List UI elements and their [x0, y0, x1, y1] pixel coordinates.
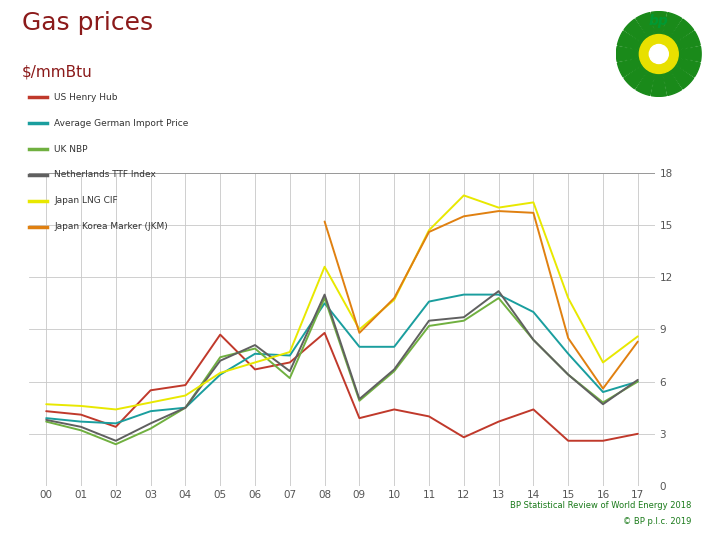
Text: bp: bp — [649, 14, 669, 28]
Polygon shape — [636, 70, 654, 96]
Text: Average German Import Price: Average German Import Price — [54, 119, 189, 127]
Polygon shape — [670, 19, 693, 43]
Text: Netherlands TTF Index: Netherlands TTF Index — [54, 171, 156, 179]
Text: UK NBP: UK NBP — [54, 145, 88, 153]
Polygon shape — [636, 12, 654, 38]
Polygon shape — [618, 58, 642, 77]
Text: Japan LNG CIF: Japan LNG CIF — [54, 197, 117, 205]
Text: Gas prices: Gas prices — [22, 11, 153, 35]
Polygon shape — [624, 19, 648, 43]
Circle shape — [639, 35, 678, 73]
Circle shape — [649, 44, 668, 64]
Text: Japan Korea Marker (JKM): Japan Korea Marker (JKM) — [54, 222, 168, 231]
Polygon shape — [675, 31, 700, 50]
Polygon shape — [663, 12, 682, 38]
Polygon shape — [618, 31, 642, 50]
Polygon shape — [651, 73, 667, 96]
Polygon shape — [651, 12, 667, 35]
Polygon shape — [670, 65, 693, 89]
Text: BP Statistical Review of World Energy 2018: BP Statistical Review of World Energy 20… — [510, 501, 691, 510]
Polygon shape — [624, 65, 648, 89]
Polygon shape — [616, 46, 639, 62]
Polygon shape — [663, 70, 682, 96]
Text: © BP p.l.c. 2019: © BP p.l.c. 2019 — [623, 517, 691, 526]
Polygon shape — [675, 58, 700, 77]
Text: US Henry Hub: US Henry Hub — [54, 93, 117, 102]
Polygon shape — [678, 46, 701, 62]
Text: $/mmBtu: $/mmBtu — [22, 65, 92, 80]
